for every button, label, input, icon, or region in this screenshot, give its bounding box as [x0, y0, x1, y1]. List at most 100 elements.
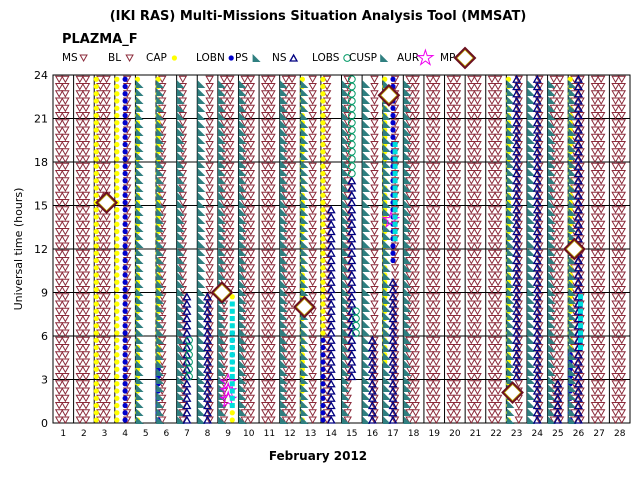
data-point [362, 80, 371, 88]
data-point [446, 249, 455, 258]
data-point [596, 83, 606, 91]
data-point [432, 300, 441, 309]
data-point [532, 161, 542, 170]
data-point [506, 336, 515, 344]
data-point [452, 220, 462, 229]
data-point [343, 112, 352, 120]
data-point [182, 386, 192, 395]
data-point [176, 208, 185, 216]
data-point [61, 402, 70, 410]
data-point [547, 360, 556, 368]
data-point [411, 365, 420, 374]
data-point [219, 104, 229, 113]
data-point [260, 83, 270, 91]
data-point [341, 184, 350, 192]
data-point [308, 271, 317, 280]
data-point [512, 285, 522, 294]
legend-symbol [125, 54, 134, 63]
data-point [238, 104, 247, 112]
data-point [506, 136, 515, 144]
data-point [611, 402, 620, 410]
data-point [61, 373, 70, 381]
data-point [229, 403, 235, 408]
data-point [287, 249, 297, 258]
data-point [527, 296, 536, 304]
data-point [493, 90, 503, 98]
data-point [514, 300, 523, 309]
data-point [527, 216, 536, 224]
data-point [61, 380, 70, 388]
data-point [473, 373, 482, 381]
data-point [320, 76, 326, 82]
data-point [229, 323, 235, 329]
data-point [370, 358, 379, 367]
data-point [467, 184, 476, 193]
data-point [382, 328, 391, 336]
data-point [446, 307, 455, 316]
data-point [532, 335, 542, 344]
data-point [114, 337, 120, 343]
data-point [512, 292, 522, 301]
data-point [555, 242, 565, 251]
data-point [176, 328, 185, 336]
data-point [320, 257, 326, 264]
data-point [341, 240, 350, 248]
data-point [617, 315, 627, 323]
data-point [573, 393, 583, 402]
data-point [176, 88, 185, 96]
data-point [61, 83, 70, 91]
data-point [611, 177, 620, 185]
data-point [411, 358, 420, 367]
data-point [576, 112, 585, 120]
data-point [93, 112, 99, 119]
data-point [514, 307, 523, 316]
data-point [506, 160, 515, 168]
data-point [122, 286, 128, 293]
data-point [370, 199, 379, 207]
data-point [493, 213, 503, 222]
data-point [596, 264, 606, 272]
data-point [452, 170, 462, 178]
data-point [425, 206, 435, 214]
data-point [203, 393, 213, 402]
data-point [75, 387, 85, 396]
data-point [217, 136, 226, 144]
data-point [205, 257, 214, 265]
data-point [93, 170, 99, 177]
data-point [182, 408, 192, 417]
data-point [446, 170, 455, 178]
data-point [388, 277, 398, 286]
legend-symbol [252, 54, 261, 62]
data-point [590, 90, 600, 98]
data-point [217, 144, 226, 152]
data-point [281, 293, 291, 301]
data-point [225, 119, 235, 127]
data-point [114, 141, 120, 148]
data-point [388, 364, 398, 373]
data-point [122, 105, 128, 111]
data-point [347, 350, 357, 359]
data-point [326, 306, 336, 315]
y-tick-label: 18 [34, 156, 48, 169]
data-point [54, 380, 64, 388]
data-point [81, 402, 91, 410]
data-point [320, 352, 326, 358]
data-point [260, 257, 270, 265]
data-point [596, 228, 606, 236]
data-point [432, 90, 441, 98]
data-point [596, 97, 606, 106]
data-point [300, 384, 309, 392]
data-point [532, 212, 542, 221]
data-point [347, 314, 357, 323]
data-point [590, 387, 600, 396]
data-point [102, 83, 111, 91]
data-point [403, 392, 412, 400]
data-point [308, 126, 317, 135]
data-point [205, 329, 214, 338]
data-point [320, 112, 326, 119]
data-point [576, 278, 585, 287]
data-point [452, 336, 462, 345]
data-point [370, 206, 379, 214]
data-point [308, 242, 317, 251]
data-point [568, 208, 577, 216]
